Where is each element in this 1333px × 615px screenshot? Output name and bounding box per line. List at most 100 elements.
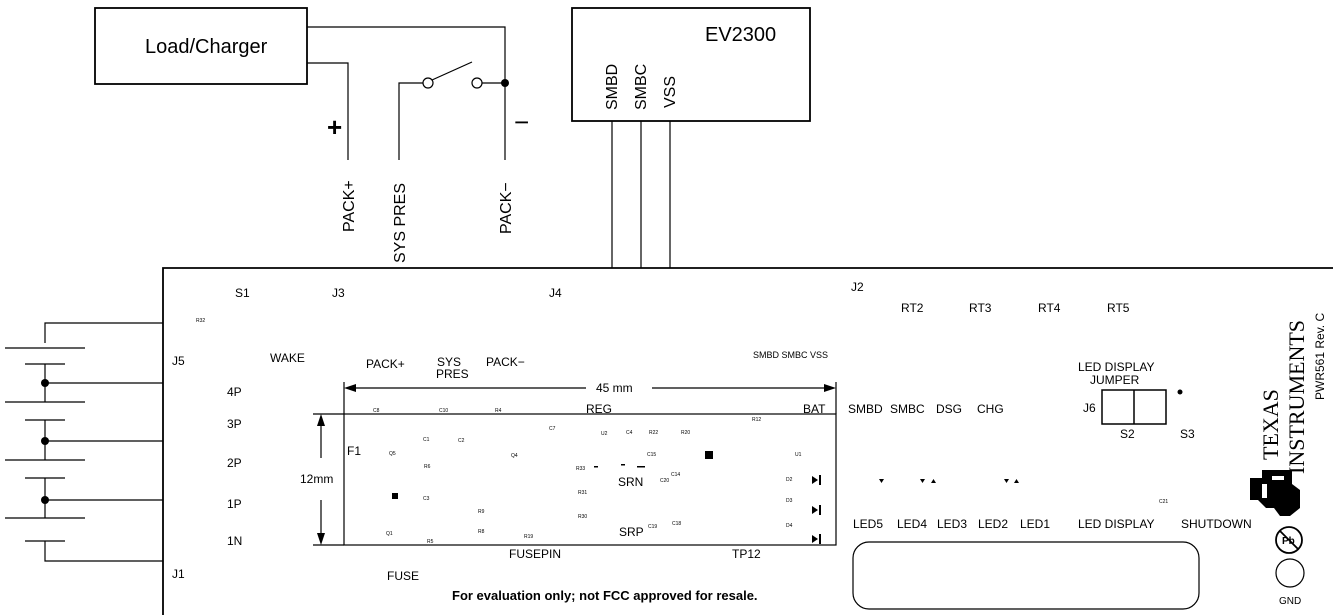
- designator-r20: R20: [681, 430, 690, 436]
- sys-pres-wire: [398, 82, 423, 160]
- ev2300-smbc-label: SMBC: [633, 64, 650, 110]
- minus-sign: −: [514, 107, 529, 137]
- signal-chg-label: CHG: [977, 402, 1004, 416]
- designator-c3: C3: [423, 496, 430, 502]
- tap-3p-label: 3P: [227, 417, 242, 431]
- designator-q1: Q1: [386, 531, 393, 537]
- diode-d4-symbol: [812, 534, 821, 544]
- disclaimer-text: For evaluation only; not FCC approved fo…: [452, 588, 758, 603]
- wake-label: WAKE: [270, 351, 305, 365]
- ev2300-label: EV2300: [705, 24, 776, 46]
- rt5-label: RT5: [1107, 301, 1130, 315]
- reg-label: REG: [586, 402, 612, 416]
- designator-r12: R12: [752, 417, 761, 423]
- designator-r30: R30: [578, 514, 587, 520]
- pwr561-revision-label: PWR561 Rev. C: [1313, 313, 1327, 400]
- designator-u2: U2: [601, 431, 608, 437]
- signal-smbd-label: SMBD: [848, 402, 883, 416]
- designator-r8: R8: [478, 529, 485, 535]
- dimension-12mm: 12mm: [300, 472, 333, 486]
- designator-r19: R19: [524, 534, 533, 540]
- plus-sign: +: [327, 112, 342, 142]
- switch-contact-left: [422, 77, 434, 89]
- rt3-label: RT3: [969, 301, 992, 315]
- pack-minus-junction: [501, 79, 509, 87]
- designator-c7: C7: [549, 426, 556, 432]
- led-display-window: [852, 541, 1200, 610]
- pack-minus-label: PACK−: [498, 182, 515, 234]
- gnd-pad: [1275, 558, 1305, 588]
- tap-2p-label: 2P: [227, 456, 242, 470]
- designator-r6: R6: [424, 464, 431, 470]
- smbd-smbc-vss-label: SMBD SMBC VSS: [753, 350, 828, 360]
- diode-d3-symbol: [812, 505, 821, 515]
- designator-c4: C4: [626, 430, 633, 436]
- tap-4p-label: 4P: [227, 385, 242, 399]
- switch-contact-right: [471, 77, 483, 89]
- ev2300-box: [571, 7, 811, 122]
- led4-label: LED4: [897, 517, 927, 531]
- led-display-jumper-line1: LED DISPLAY: [1078, 360, 1154, 374]
- tap-1p-label: 1P: [227, 497, 242, 511]
- pres-pad-label: PRES: [436, 367, 469, 381]
- led-display-label: LED DISPLAY: [1078, 517, 1154, 531]
- pack-minus-pad-label: PACK−: [486, 355, 525, 369]
- j5-label: J5: [172, 354, 185, 368]
- designator-r22: R22: [649, 430, 658, 436]
- designator-r31: R31: [578, 490, 587, 496]
- j6-label: J6: [1083, 401, 1096, 415]
- pack-plus-wire: [307, 62, 349, 160]
- designator-q5: Q5: [389, 451, 396, 457]
- designator-c15: C15: [647, 452, 656, 458]
- designator-c20: C20: [660, 478, 669, 484]
- pack-plus-pad-label: PACK+: [366, 357, 405, 371]
- component-designators: C8 C10 R4 C7 U2 C4 R22 R20 R12 C1 C2 Q5 …: [373, 408, 802, 545]
- ti-instruments-text: INSTRUMENTS: [1284, 320, 1309, 474]
- designator-d3: D3: [786, 498, 793, 504]
- designator-q4: Q4: [511, 453, 518, 459]
- fuse-label: FUSE: [387, 569, 419, 583]
- pb-label: Pb: [1282, 536, 1295, 547]
- tp12-label: TP12: [732, 547, 761, 561]
- designator-r9: R9: [478, 509, 485, 515]
- designator-r4: R4: [495, 408, 502, 414]
- sys-pres-label: SYS PRES: [392, 183, 409, 263]
- diode-d2-symbol: [812, 475, 821, 485]
- signal-smbc-label: SMBC: [890, 402, 925, 416]
- r32-label: R32: [196, 318, 205, 324]
- designator-r5: R5: [427, 539, 434, 545]
- j1-label: J1: [172, 567, 185, 581]
- signal-dsg-label: DSG: [936, 402, 962, 416]
- f1-label: F1: [347, 444, 361, 458]
- designator-c2: C2: [458, 438, 465, 444]
- s2-label: S2: [1120, 427, 1135, 441]
- designator-c10: C10: [439, 408, 448, 414]
- designator-c1: C1: [423, 437, 430, 443]
- gnd-label: GND: [1279, 596, 1301, 607]
- pack-plus-label: PACK+: [341, 180, 358, 232]
- ti-texas-text: TEXAS: [1258, 389, 1283, 460]
- rt4-label: RT4: [1038, 301, 1061, 315]
- j3-label: J3: [332, 286, 345, 300]
- switch-blade: [431, 61, 473, 81]
- s3-label: S3: [1180, 427, 1195, 441]
- j2-label: J2: [851, 280, 864, 294]
- pb-free-mark: [1275, 526, 1303, 554]
- led-display-jumper-line2: JUMPER: [1090, 373, 1140, 387]
- srp-label: SRP: [619, 525, 644, 539]
- board-outline: [162, 267, 1333, 615]
- designator-c18: C18: [672, 521, 681, 527]
- s1-label: S1: [235, 286, 250, 300]
- component-area-box: [343, 413, 837, 546]
- ev2300-vss-label: VSS: [662, 76, 679, 108]
- led5-label: LED5: [853, 517, 883, 531]
- srn-label: SRN: [618, 475, 643, 489]
- c21-label: C21: [1159, 499, 1168, 505]
- designator-c8: C8: [373, 408, 380, 414]
- sys-pad-label: SYS: [437, 355, 461, 369]
- led3-label: LED3: [937, 517, 967, 531]
- load-charger-label: Load/Charger: [145, 36, 268, 58]
- j4-label: J4: [549, 286, 562, 300]
- designator-d2: D2: [786, 477, 793, 483]
